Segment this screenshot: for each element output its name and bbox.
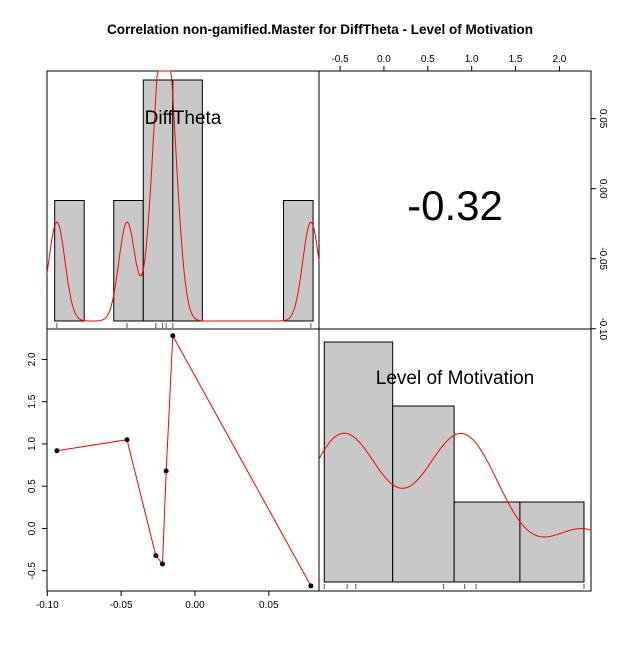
hist-bar xyxy=(142,79,174,322)
density-curve xyxy=(46,70,320,322)
y-tick-label: 0.5 xyxy=(27,479,38,493)
label-level-of-motivation: Level of Motivation xyxy=(376,368,534,389)
hist-bar xyxy=(172,79,203,322)
scatter-smooth-line xyxy=(56,334,312,587)
hist-bar xyxy=(519,501,585,583)
hist-bar xyxy=(453,501,521,583)
hist-bar xyxy=(283,200,314,322)
y-tick-label: -0.5 xyxy=(27,562,38,580)
right-tick-label: -0.10 xyxy=(597,317,608,340)
scatter-point xyxy=(159,561,165,567)
y-tick-label: 0.0 xyxy=(27,521,38,535)
y-tick-label: 1.0 xyxy=(27,437,38,451)
hist-bar xyxy=(113,200,144,322)
scatter-point xyxy=(153,553,159,559)
panel-diag-motivation xyxy=(318,328,592,592)
label-difftheta: DiffTheta xyxy=(145,108,222,129)
x-tick-label: -0.10 xyxy=(36,600,59,611)
top-tick-label: 0.0 xyxy=(377,54,391,65)
hist-bar xyxy=(392,405,455,583)
y-tick-label: 2.0 xyxy=(27,352,38,366)
density-curve xyxy=(318,432,592,538)
hist-bar xyxy=(54,200,85,322)
top-tick-label: 2.0 xyxy=(552,54,566,65)
histogram-motivation xyxy=(318,341,592,589)
scatter-layer xyxy=(54,333,314,589)
right-tick-label: -0.05 xyxy=(597,247,608,270)
x-tick-label: 0.05 xyxy=(259,600,279,611)
top-tick-label: 0.5 xyxy=(421,54,435,65)
axes-layer: -0.10 -0.05 0.00 0.05 -0.5 0.0 0.5 1.0 1.5 2.0 -0.… xyxy=(27,54,608,611)
chart-title: Correlation non-gamified.Master for Diff… xyxy=(107,22,533,37)
top-tick-label: -0.5 xyxy=(331,54,349,65)
histogram-difftheta xyxy=(46,70,320,328)
correlation-value: -0.32 xyxy=(407,182,503,229)
scatter-point xyxy=(124,437,130,443)
right-tick-label: 0.00 xyxy=(597,179,608,199)
hist-bar xyxy=(323,341,394,583)
scatter-point xyxy=(54,448,60,454)
panel-scatter xyxy=(46,328,320,592)
scatter-point xyxy=(163,468,169,474)
top-tick-label: 1.5 xyxy=(509,54,523,65)
y-tick-label: 1.5 xyxy=(27,394,38,408)
top-tick-label: 1.0 xyxy=(465,54,479,65)
x-tick-label: -0.05 xyxy=(110,600,133,611)
x-tick-label: 0.00 xyxy=(185,600,205,611)
scatter-point xyxy=(308,583,314,589)
right-tick-label: 0.05 xyxy=(597,109,608,129)
scatter-point xyxy=(170,333,176,339)
